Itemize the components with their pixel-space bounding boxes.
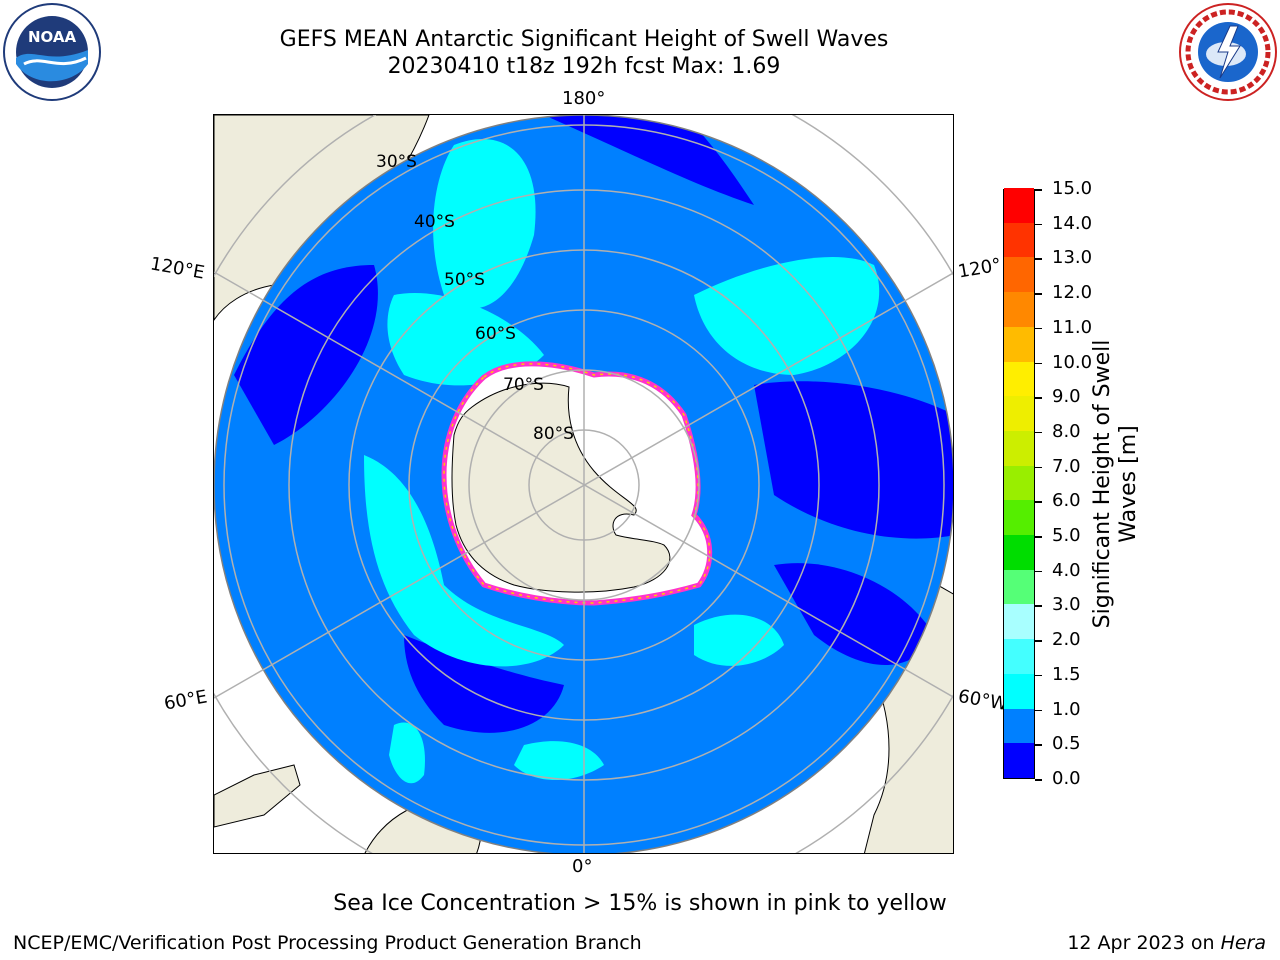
colorbar-tick-label: 6.0 (1052, 490, 1081, 512)
lon-label-60e: 60°E (162, 686, 209, 715)
high-swell-region (433, 139, 536, 309)
lon-label-120w: 120° (956, 254, 1003, 283)
colorbar-tick-label: 8.0 (1052, 420, 1081, 442)
colorbar-tick-label: 5.0 (1052, 525, 1081, 547)
colorbar-segment (1004, 673, 1034, 709)
lon-label-180: 180° (562, 88, 606, 109)
colorbar-tick-label: 0.0 (1052, 768, 1081, 789)
colorbar-segment (1004, 708, 1034, 744)
noaa-logo-text: NOAA (28, 28, 77, 46)
colorbar-tick (1035, 466, 1042, 469)
colorbar-tick (1035, 431, 1042, 434)
colorbar-tick (1035, 258, 1042, 260)
colorbar-tick-label: 12.0 (1052, 282, 1093, 304)
colorbar-segment (1004, 430, 1034, 466)
colorbar-segment (1004, 569, 1034, 605)
low-swell-region (234, 265, 378, 445)
colorbar-segment (1004, 395, 1034, 431)
lat-label-50s: 50°S (444, 270, 485, 290)
chart-title-line2: 20230410 t18z 192h fcst Max: 1.69 (387, 54, 781, 79)
low-swell-region (774, 563, 934, 665)
colorbar-tick-label: 0.5 (1052, 733, 1081, 755)
footer-machine: Hera (1220, 932, 1266, 954)
colorbar-tick-label: 4.0 (1052, 559, 1081, 581)
colorbar-tick-label: 10.0 (1052, 351, 1093, 373)
sea-ice-caption: Sea Ice Concentration > 15% is shown in … (333, 891, 947, 916)
noaa-logo: NOAA (2, 2, 102, 102)
colorbar-tick-label: 14.0 (1052, 212, 1093, 234)
colorbar-segment (1004, 361, 1034, 397)
polar-map-canvas (214, 115, 953, 853)
colorbar-segment (1004, 638, 1034, 674)
low-swell-region (754, 381, 953, 539)
colorbar (1003, 187, 1035, 779)
chart-title-line1: GEFS MEAN Antarctic Significant Height o… (279, 27, 889, 52)
colorbar-segment (1004, 534, 1034, 570)
colorbar-tick (1035, 536, 1042, 538)
colorbar-segment (1004, 465, 1034, 501)
lon-label-120e: 120°E (148, 253, 207, 284)
colorbar-tick (1035, 640, 1042, 642)
colorbar-tick-label: 3.0 (1052, 594, 1081, 616)
high-swell-region (694, 256, 880, 375)
colorbar-title: Significant Height of Swell Waves [m] (1090, 340, 1142, 629)
colorbar-tick-label: 9.0 (1052, 386, 1081, 408)
colorbar-tick (1035, 293, 1042, 295)
colorbar-segment (1004, 256, 1034, 293)
colorbar-tick (1035, 744, 1042, 746)
colorbar-tick (1035, 501, 1042, 503)
colorbar-tick (1035, 397, 1042, 399)
lat-label-40s: 40°S (414, 212, 455, 232)
high-swell-region (389, 722, 425, 784)
colorbar-segment (1004, 187, 1034, 223)
colorbar-tick-label: 1.0 (1052, 698, 1081, 720)
high-swell-region (364, 455, 564, 667)
low-swell-region (544, 115, 754, 205)
colorbar-tick (1035, 605, 1042, 607)
colorbar-tick-label: 11.0 (1052, 316, 1093, 338)
colorbar-tick (1035, 362, 1042, 365)
colorbar-tick-label: 1.5 (1052, 663, 1081, 685)
lat-label-30s: 30°S (376, 152, 417, 172)
graticule (214, 115, 953, 853)
nws-logo (1178, 2, 1278, 102)
footer-left: NCEP/EMC/Verification Post Processing Pr… (13, 932, 642, 954)
lat-label-60s: 60°S (475, 324, 516, 344)
colorbar-tick (1035, 327, 1042, 330)
colorbar-tick-label: 13.0 (1052, 247, 1093, 269)
nws-emblem-icon (1179, 3, 1277, 101)
low-swell-region (404, 635, 564, 733)
colorbar-segment (1004, 499, 1034, 536)
colorbar-tick (1035, 709, 1042, 712)
high-swell-region (514, 741, 604, 780)
colorbar-tick (1035, 189, 1042, 191)
footer-right: 12 Apr 2023 on Hera (1067, 932, 1266, 954)
high-swell-region (387, 293, 544, 386)
lat-label-70s: 70°S (503, 375, 544, 395)
colorbar-tick (1035, 570, 1042, 573)
colorbar-tick (1035, 779, 1042, 781)
colorbar-tick-label: 15.0 (1052, 178, 1093, 199)
footer-date: 12 Apr 2023 on (1067, 932, 1221, 954)
lon-label-60w: 60°W (956, 685, 1010, 716)
colorbar-tick-label: 7.0 (1052, 455, 1081, 477)
noaa-emblem-icon: NOAA (3, 3, 101, 101)
colorbar-segment (1004, 291, 1034, 327)
high-swell-region (694, 614, 784, 666)
colorbar-segment (1004, 603, 1034, 640)
colorbar-tick (1035, 674, 1042, 677)
colorbar-title-line1: Significant Height of Swell (1090, 339, 1115, 629)
colorbar-segment (1004, 222, 1034, 258)
lon-label-0: 0° (572, 856, 593, 877)
polar-map (213, 114, 954, 854)
colorbar-segment (1004, 742, 1034, 778)
colorbar-tick-label: 2.0 (1052, 629, 1081, 651)
colorbar-segment (1004, 326, 1034, 362)
lat-label-80s: 80°S (533, 424, 574, 444)
colorbar-title-line2: Waves [m] (1116, 425, 1141, 543)
colorbar-tick (1035, 223, 1042, 226)
